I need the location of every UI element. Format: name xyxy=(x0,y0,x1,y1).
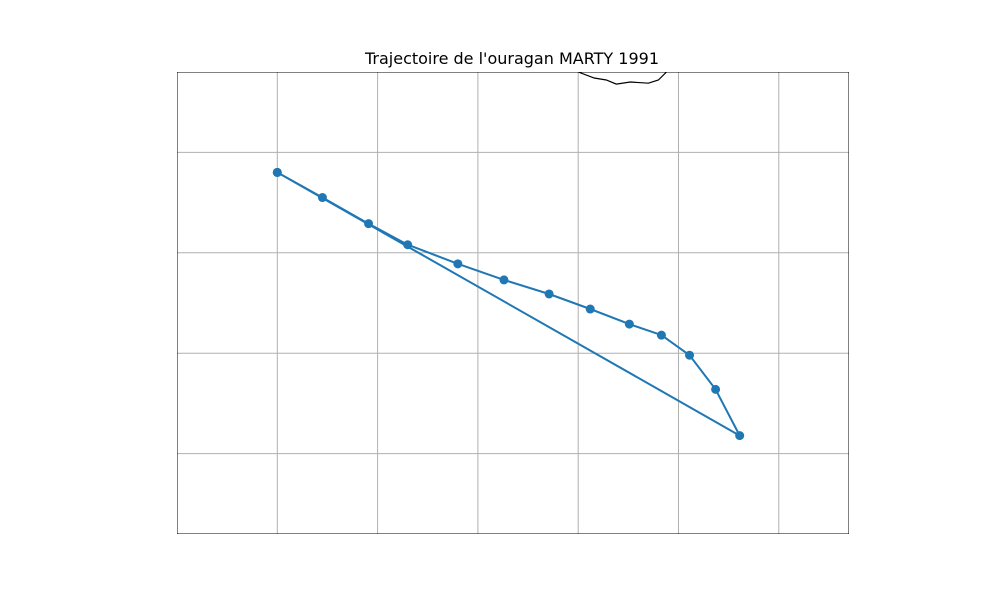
track-point-5 xyxy=(499,275,509,285)
chart-title: Trajectoire de l'ouragan MARTY 1991 xyxy=(364,49,659,68)
track-point-3 xyxy=(403,240,413,250)
track-point-8 xyxy=(624,319,634,329)
coastline xyxy=(577,72,667,85)
track-point-9 xyxy=(656,330,666,340)
track-point-4 xyxy=(453,259,463,269)
track-series xyxy=(272,167,745,441)
plot-area xyxy=(177,72,849,534)
track-point-12 xyxy=(735,431,745,441)
map-frame xyxy=(177,72,849,534)
track-point-6 xyxy=(544,289,554,299)
gridlines xyxy=(177,72,849,534)
track-point-2 xyxy=(364,219,374,229)
track-point-1 xyxy=(317,193,327,203)
track-point-7 xyxy=(585,304,595,314)
track-point-10 xyxy=(685,350,695,360)
track-point-11 xyxy=(711,384,721,394)
track-line xyxy=(276,171,741,437)
track-point-13 xyxy=(272,167,282,177)
